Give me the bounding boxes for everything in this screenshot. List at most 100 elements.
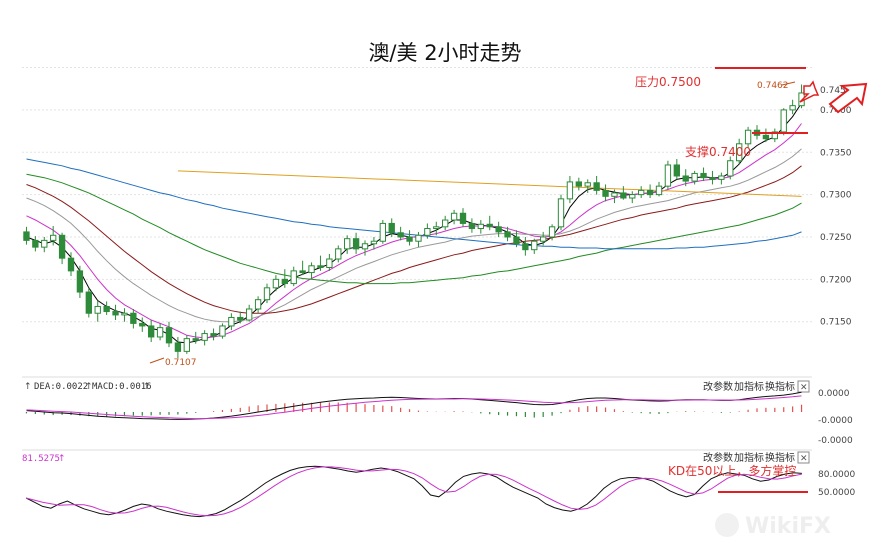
candle-body [415, 234, 422, 242]
candle [388, 218, 395, 237]
watermark-text: WikiFX [745, 514, 831, 539]
big-up-arrow-icon [828, 82, 868, 114]
candle-body [344, 238, 351, 250]
candle [522, 236, 529, 256]
candle [290, 266, 297, 287]
watermark: WikiFX [715, 513, 831, 539]
add-indicator-button[interactable]: 加指标 [734, 380, 764, 393]
candle-body [219, 325, 226, 337]
candles [23, 84, 805, 359]
candle [584, 179, 591, 193]
close-icon-kd[interactable]: ✕ [800, 454, 808, 464]
candle [41, 236, 48, 253]
candle [682, 169, 689, 187]
candle-body [540, 236, 547, 242]
candle [655, 181, 663, 197]
add-indicator-button-kd[interactable]: 加指标 [734, 451, 764, 464]
candle [459, 208, 467, 227]
candle [379, 220, 386, 244]
candle [397, 226, 404, 241]
candle [112, 304, 119, 321]
moving-average-2 [26, 148, 802, 323]
candle-body [67, 257, 75, 272]
candle [317, 255, 324, 271]
kd-panel: 81.5275 ↑ 改参数 加指标 换指标 ✕ 80.0000 50.0000 K… [22, 449, 855, 518]
switch-indicator-button[interactable]: 换指标 [765, 380, 795, 393]
candle-body [780, 109, 787, 133]
macd-arrow-icon-2: ↑ [85, 382, 93, 392]
kd-d-line [25, 466, 803, 517]
close-icon[interactable]: ✕ [800, 383, 808, 393]
candle [780, 108, 787, 136]
main-grid [22, 67, 812, 323]
candle-body [290, 270, 297, 285]
candle [281, 269, 288, 288]
candle [94, 300, 101, 322]
macd-arrow-icon-3: ↑ [143, 382, 151, 392]
y-tick-label-1: 0.7350 [820, 148, 852, 158]
resistance-label: 压力0.7500 [635, 75, 701, 89]
candle [370, 236, 378, 250]
candle-body [459, 212, 467, 224]
candle-body [611, 192, 618, 197]
candle-body [495, 226, 502, 233]
kd-axis-labels: 80.0000 50.0000 [818, 470, 855, 498]
candle [691, 170, 698, 185]
candle-body [789, 105, 796, 111]
candle [406, 230, 413, 246]
candle [540, 231, 547, 246]
candle [486, 215, 493, 231]
candle-body [727, 160, 734, 177]
change-params-button[interactable]: 改参数 [703, 380, 733, 393]
kd-y-tick-1: 50.0000 [818, 488, 855, 498]
candle-body [23, 231, 30, 241]
candle [228, 313, 235, 331]
change-params-button-kd[interactable]: 改参数 [703, 451, 733, 464]
candle-body [664, 164, 672, 187]
candle [130, 309, 137, 329]
candle [58, 232, 66, 265]
candle [183, 335, 190, 354]
candle-body [548, 226, 556, 238]
candle-body [317, 265, 324, 268]
candle [210, 328, 217, 341]
candle-body [522, 243, 529, 251]
candle [744, 126, 752, 149]
candle [762, 128, 770, 143]
candle-body [326, 258, 333, 268]
macd-panel: ↑ DEA:0.0022 ↑ MACD:0.0016 ↑ 改参数 加指标 换指标… [22, 376, 853, 446]
candle-body [406, 236, 413, 242]
price-pointer-icon [781, 81, 796, 86]
switch-indicator-button-kd[interactable]: 换指标 [765, 451, 795, 464]
y-tick-label-5: 0.7150 [820, 318, 852, 328]
candle-body [620, 192, 627, 199]
candle-body [32, 239, 39, 248]
candle-body [468, 222, 476, 230]
macd-y-tick-1: -0.0000 [818, 416, 853, 426]
candle [548, 224, 556, 241]
candle [344, 235, 351, 254]
candle-body [602, 189, 609, 197]
candle [32, 236, 39, 252]
candle-body [504, 231, 511, 238]
candle [23, 226, 30, 245]
candle-body [655, 185, 663, 196]
candle [299, 260, 306, 276]
candle-body [308, 265, 315, 274]
candle [335, 245, 342, 263]
candle [361, 240, 369, 256]
candle-body [709, 177, 716, 180]
candle [557, 194, 565, 231]
candle-body [718, 175, 725, 180]
close-button-kd[interactable] [797, 451, 810, 464]
close-button[interactable] [797, 380, 810, 393]
macd-histogram [25, 402, 803, 418]
candle-body [593, 182, 600, 191]
candle-body [130, 312, 137, 324]
candle-body [41, 239, 48, 248]
candle-body [744, 129, 752, 145]
candle-body [112, 311, 119, 316]
moving-average-4 [26, 173, 802, 285]
candle-body [361, 243, 369, 250]
